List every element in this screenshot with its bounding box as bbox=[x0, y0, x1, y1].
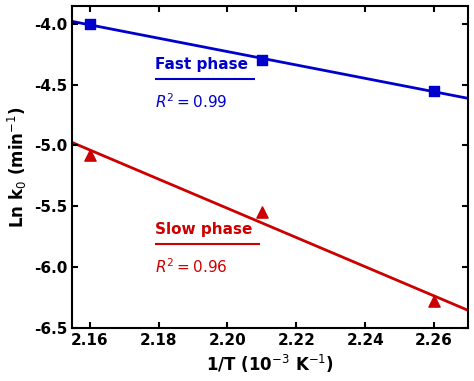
Point bbox=[258, 209, 265, 215]
Point bbox=[430, 88, 438, 94]
Point bbox=[258, 57, 265, 63]
Text: Fast phase: Fast phase bbox=[155, 57, 248, 72]
Text: $R^2 = 0.96$: $R^2 = 0.96$ bbox=[155, 258, 228, 276]
X-axis label: 1/T (10$^{-3}$ K$^{-1}$): 1/T (10$^{-3}$ K$^{-1}$) bbox=[207, 353, 335, 375]
Y-axis label: Ln k$_0$ (min$^{-1}$): Ln k$_0$ (min$^{-1}$) bbox=[6, 106, 28, 227]
Point bbox=[430, 298, 438, 304]
Point bbox=[86, 21, 93, 27]
Point bbox=[86, 152, 93, 158]
Text: Slow phase: Slow phase bbox=[155, 222, 253, 237]
Text: $R^2 = 0.99$: $R^2 = 0.99$ bbox=[155, 92, 228, 110]
